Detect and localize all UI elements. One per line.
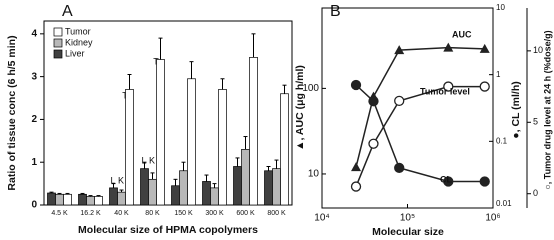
marker bbox=[394, 162, 405, 174]
series-label: AUC bbox=[452, 29, 472, 39]
x-tick-label: 10⁵ bbox=[400, 213, 415, 224]
marker bbox=[479, 176, 490, 187]
marker bbox=[443, 42, 454, 52]
bar bbox=[202, 181, 211, 206]
marker bbox=[443, 176, 454, 187]
bar bbox=[249, 57, 258, 206]
x-tick-label: 10⁴ bbox=[314, 213, 329, 224]
marker bbox=[368, 138, 379, 149]
y-tick-label: 10 bbox=[308, 169, 320, 180]
x-tick-label: 800 K bbox=[267, 210, 286, 217]
marker bbox=[394, 95, 405, 107]
x-tick-label: 300 K bbox=[205, 210, 224, 217]
marker bbox=[443, 81, 454, 92]
annotation: K bbox=[118, 175, 124, 185]
y2-tick-label: 0.01 bbox=[496, 199, 512, 208]
bar bbox=[187, 78, 196, 206]
panel-label: A bbox=[62, 3, 73, 20]
bar bbox=[264, 170, 273, 206]
marker bbox=[479, 81, 490, 92]
bar bbox=[179, 170, 188, 206]
legend-label: Kidney bbox=[65, 37, 93, 47]
legend-swatch bbox=[53, 49, 63, 59]
bar bbox=[272, 168, 281, 206]
bar bbox=[218, 89, 227, 206]
marker bbox=[368, 96, 379, 107]
y2-axis-title: ●, CL (ml/h) bbox=[510, 81, 522, 138]
x-tick-label: 600 K bbox=[236, 210, 255, 217]
bar bbox=[148, 178, 157, 206]
x-tick-label: 80 K bbox=[145, 210, 160, 217]
annotation: K bbox=[149, 155, 155, 165]
x-tick-label: 16.2 K bbox=[80, 210, 101, 217]
bar bbox=[233, 166, 242, 206]
bar bbox=[47, 192, 56, 206]
marker bbox=[350, 79, 362, 91]
plot-frame bbox=[43, 20, 293, 206]
panel-label: B bbox=[330, 3, 341, 20]
y-tick-label: 100 bbox=[302, 83, 319, 94]
series-label: CL bbox=[440, 174, 452, 184]
y-tick-label: 4 bbox=[31, 28, 37, 39]
bar bbox=[109, 187, 118, 206]
bar bbox=[210, 187, 219, 206]
annotation: L bbox=[110, 175, 115, 185]
y3-tick-label: 10 bbox=[533, 45, 543, 55]
legend-swatch bbox=[53, 27, 63, 37]
y-tick-label: 0 bbox=[31, 200, 37, 211]
y2-tick-label: 0.1 bbox=[496, 136, 508, 145]
marker bbox=[479, 43, 490, 53]
y-axis-title: ▲, AUC (μg h/ml) bbox=[294, 65, 306, 151]
bar bbox=[241, 149, 250, 206]
x-tick-label: 4.5 K bbox=[51, 210, 68, 217]
bar bbox=[94, 196, 103, 206]
bar bbox=[78, 193, 87, 206]
series-label: Tumor level bbox=[420, 86, 470, 96]
bar bbox=[156, 59, 165, 206]
annotation: L bbox=[141, 155, 146, 165]
bar bbox=[86, 196, 95, 206]
y-tick-label: 2 bbox=[31, 114, 37, 125]
x-tick-label: 150 K bbox=[174, 210, 193, 217]
bar bbox=[55, 193, 64, 206]
x-axis-title: Molecular size of HPMA copolymers bbox=[78, 224, 258, 236]
bar bbox=[140, 168, 149, 206]
y-tick-label: 3 bbox=[31, 71, 37, 82]
bar bbox=[280, 93, 289, 206]
legend-label: Liver bbox=[65, 48, 85, 58]
marker bbox=[351, 162, 362, 172]
y-axis-title: Ratio of tissue conc (6 h/5 min) bbox=[6, 35, 18, 190]
y2-tick-label: 1 bbox=[496, 70, 501, 79]
y3-axis-title: ○, Tumor drug level at 24 h (%dose/g) bbox=[542, 30, 552, 189]
x-axis-title: Molecular size bbox=[372, 226, 444, 238]
legend-label: Tumor bbox=[65, 26, 91, 36]
legend-swatch bbox=[53, 38, 63, 48]
bar bbox=[171, 185, 180, 206]
y2-tick-label: 10 bbox=[496, 3, 505, 12]
x-tick-label: 10⁶ bbox=[485, 213, 500, 224]
x-tick-label: 40 K bbox=[114, 210, 129, 217]
marker bbox=[350, 181, 362, 192]
marker bbox=[394, 45, 405, 55]
bar bbox=[125, 89, 134, 206]
y3-tick-label: 5 bbox=[533, 117, 538, 127]
bar bbox=[117, 191, 126, 206]
bar bbox=[63, 193, 72, 206]
y3-tick-label: 0 bbox=[533, 188, 538, 198]
y-tick-label: 1 bbox=[31, 157, 37, 168]
